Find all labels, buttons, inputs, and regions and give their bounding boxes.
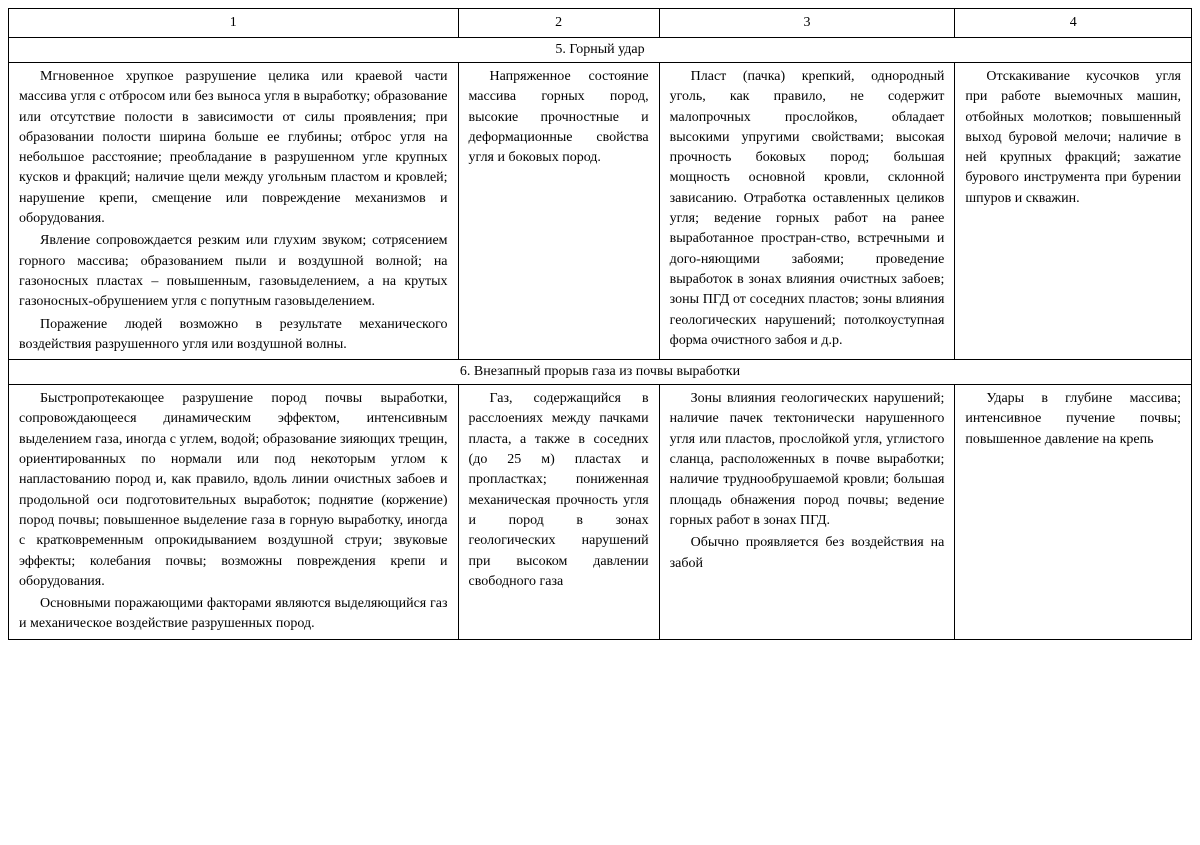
section-5-data-row: Мгновенное хрупкое разрушение целика или… — [9, 63, 1192, 360]
section-5-title: 5. Горный удар — [9, 38, 1192, 63]
section-6-col3-p2: Обычно проявляется без воздействия на за… — [670, 533, 945, 574]
section-5-col4: Отскакивание кусочков угля при работе вы… — [955, 63, 1192, 360]
section-5-col3-p1: Пласт (пачка) крепкий, однородный уголь,… — [670, 67, 945, 351]
col-header-1: 1 — [9, 9, 459, 38]
section-6-col4: Удары в глубине массива; интенсивное пуч… — [955, 385, 1192, 640]
col-header-4: 4 — [955, 9, 1192, 38]
section-6-col4-p1: Удары в глубине массива; интенсивное пуч… — [965, 389, 1181, 450]
section-6-col1-p1: Быстропротекающее разрушение пород почвы… — [19, 389, 448, 592]
section-6-col3: Зоны влияния геологических нарушений; на… — [659, 385, 955, 640]
section-5-col1: Мгновенное хрупкое разрушение целика или… — [9, 63, 459, 360]
section-6-header-row: 6. Внезапный прорыв газа из почвы вырабо… — [9, 360, 1192, 385]
section-5-col1-p3: Поражение людей возможно в результате ме… — [19, 315, 448, 356]
section-5-col2: Напряженное состояние массива горных пор… — [458, 63, 659, 360]
section-6-col1-p2: Основными поражающими факторами являются… — [19, 594, 448, 635]
classification-table: 1 2 3 4 5. Горный удар Мгновенное хрупко… — [8, 8, 1192, 640]
header-row: 1 2 3 4 — [9, 9, 1192, 38]
col-header-3: 3 — [659, 9, 955, 38]
section-5-col3: Пласт (пачка) крепкий, однородный уголь,… — [659, 63, 955, 360]
section-6-col2-p1: Газ, содержащийся в расслоениях между па… — [469, 389, 649, 592]
section-5-col2-p1: Напряженное состояние массива горных пор… — [469, 67, 649, 168]
section-5-col4-p1: Отскакивание кусочков угля при работе вы… — [965, 67, 1181, 209]
section-6-col3-p1: Зоны влияния геологических нарушений; на… — [670, 389, 945, 531]
section-5-col1-p1: Мгновенное хрупкое разрушение целика или… — [19, 67, 448, 229]
section-5-header-row: 5. Горный удар — [9, 38, 1192, 63]
section-6-col2: Газ, содержащийся в расслоениях между па… — [458, 385, 659, 640]
col-header-2: 2 — [458, 9, 659, 38]
section-6-col1: Быстропротекающее разрушение пород почвы… — [9, 385, 459, 640]
section-6-data-row: Быстропротекающее разрушение пород почвы… — [9, 385, 1192, 640]
section-6-title: 6. Внезапный прорыв газа из почвы вырабо… — [9, 360, 1192, 385]
section-5-col1-p2: Явление сопровождается резким или глухим… — [19, 231, 448, 312]
